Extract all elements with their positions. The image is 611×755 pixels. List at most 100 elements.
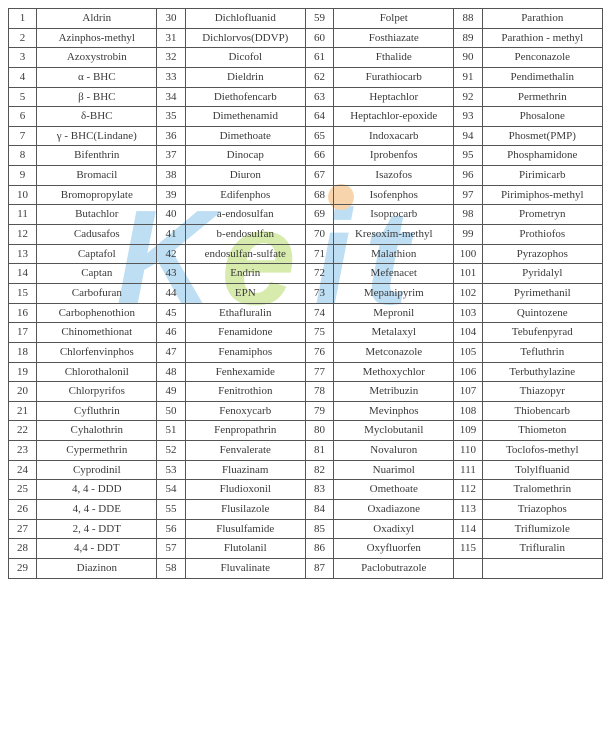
- name-cell: endosulfan-sulfate: [185, 244, 305, 264]
- index-cell: 3: [9, 48, 37, 68]
- table-row: 24Cyprodinil53Fluazinam82Nuarimol111Toly…: [9, 460, 603, 480]
- index-cell: 104: [454, 323, 482, 343]
- name-cell: Paclobutrazole: [334, 558, 454, 578]
- index-cell: 106: [454, 362, 482, 382]
- name-cell: Oxadiazone: [334, 500, 454, 520]
- name-cell: Furathiocarb: [334, 67, 454, 87]
- index-cell: 52: [157, 441, 185, 461]
- index-cell: 74: [305, 303, 333, 323]
- table-row: 11Butachlor40a-endosulfan69Isoprocarb98P…: [9, 205, 603, 225]
- index-cell: 18: [9, 342, 37, 362]
- name-cell: Permethrin: [482, 87, 602, 107]
- index-cell: 35: [157, 107, 185, 127]
- name-cell: Phosphamidone: [482, 146, 602, 166]
- index-cell: 112: [454, 480, 482, 500]
- index-cell: 10: [9, 185, 37, 205]
- index-cell: 96: [454, 166, 482, 186]
- index-cell: 63: [305, 87, 333, 107]
- index-cell: 8: [9, 146, 37, 166]
- name-cell: Myclobutanil: [334, 421, 454, 441]
- name-cell: Fludioxonil: [185, 480, 305, 500]
- name-cell: Cyhalothrin: [37, 421, 157, 441]
- name-cell: Chlorpyrifos: [37, 382, 157, 402]
- index-cell: 4: [9, 67, 37, 87]
- index-cell: 85: [305, 519, 333, 539]
- index-cell: 38: [157, 166, 185, 186]
- name-cell: Fenitrothion: [185, 382, 305, 402]
- name-cell: Tralomethrin: [482, 480, 602, 500]
- index-cell: 27: [9, 519, 37, 539]
- index-cell: 94: [454, 126, 482, 146]
- name-cell: Nuarimol: [334, 460, 454, 480]
- name-cell: Bifenthrin: [37, 146, 157, 166]
- index-cell: 30: [157, 9, 185, 29]
- name-cell: Cyfluthrin: [37, 401, 157, 421]
- index-cell: 39: [157, 185, 185, 205]
- name-cell: Iprobenfos: [334, 146, 454, 166]
- name-cell: Metconazole: [334, 342, 454, 362]
- name-cell: Ethafluralin: [185, 303, 305, 323]
- name-cell: Dimethenamid: [185, 107, 305, 127]
- name-cell: Thiometon: [482, 421, 602, 441]
- name-cell: Cypermethrin: [37, 441, 157, 461]
- name-cell: Pirimicarb: [482, 166, 602, 186]
- index-cell: 46: [157, 323, 185, 343]
- name-cell: Oxadixyl: [334, 519, 454, 539]
- name-cell: Butachlor: [37, 205, 157, 225]
- name-cell: Diuron: [185, 166, 305, 186]
- index-cell: 49: [157, 382, 185, 402]
- name-cell: Dieldrin: [185, 67, 305, 87]
- index-cell: 32: [157, 48, 185, 68]
- name-cell: Mepanipyrim: [334, 283, 454, 303]
- index-cell: 113: [454, 500, 482, 520]
- index-cell: 40: [157, 205, 185, 225]
- index-cell: 43: [157, 264, 185, 284]
- index-cell: 45: [157, 303, 185, 323]
- name-cell: β - BHC: [37, 87, 157, 107]
- index-cell: 1: [9, 9, 37, 29]
- index-cell: 24: [9, 460, 37, 480]
- name-cell: Captafol: [37, 244, 157, 264]
- table-row: 10Bromopropylate39Edifenphos68Isofenphos…: [9, 185, 603, 205]
- table-row: 254, 4 - DDD54Fludioxonil83Omethoate112T…: [9, 480, 603, 500]
- name-cell: Diethofencarb: [185, 87, 305, 107]
- name-cell: Flutolanil: [185, 539, 305, 559]
- name-cell: Chlorfenvinphos: [37, 342, 157, 362]
- index-cell: 61: [305, 48, 333, 68]
- index-cell: 77: [305, 362, 333, 382]
- table-row: 8Bifenthrin37Dinocap66Iprobenfos95Phosph…: [9, 146, 603, 166]
- name-cell: Pirimiphos-methyl: [482, 185, 602, 205]
- name-cell: Isoprocarb: [334, 205, 454, 225]
- name-cell: α - BHC: [37, 67, 157, 87]
- index-cell: 12: [9, 225, 37, 245]
- name-cell: EPN: [185, 283, 305, 303]
- index-cell: 100: [454, 244, 482, 264]
- name-cell: γ - BHC(Lindane): [37, 126, 157, 146]
- name-cell: Folpet: [334, 9, 454, 29]
- index-cell: 109: [454, 421, 482, 441]
- name-cell: Mepronil: [334, 303, 454, 323]
- index-cell: 64: [305, 107, 333, 127]
- index-cell: 114: [454, 519, 482, 539]
- index-cell: 5: [9, 87, 37, 107]
- name-cell: Penconazole: [482, 48, 602, 68]
- index-cell: 95: [454, 146, 482, 166]
- index-cell: 87: [305, 558, 333, 578]
- index-cell: 108: [454, 401, 482, 421]
- name-cell: Parathion: [482, 9, 602, 29]
- index-cell: 17: [9, 323, 37, 343]
- index-cell: 80: [305, 421, 333, 441]
- index-cell: 110: [454, 441, 482, 461]
- index-cell: 21: [9, 401, 37, 421]
- name-cell: Carbofuran: [37, 283, 157, 303]
- index-cell: 36: [157, 126, 185, 146]
- index-cell: 26: [9, 500, 37, 520]
- name-cell: Tolylfluanid: [482, 460, 602, 480]
- name-cell: 4, 4 - DDE: [37, 500, 157, 520]
- index-cell: 42: [157, 244, 185, 264]
- name-cell: Tebufenpyrad: [482, 323, 602, 343]
- index-cell: 69: [305, 205, 333, 225]
- name-cell: Tefluthrin: [482, 342, 602, 362]
- pesticide-table: 1Aldrin30Dichlofluanid59Folpet88Parathio…: [8, 8, 603, 579]
- table-row: 3Azoxystrobin32Dicofol61Fthalide90Pencon…: [9, 48, 603, 68]
